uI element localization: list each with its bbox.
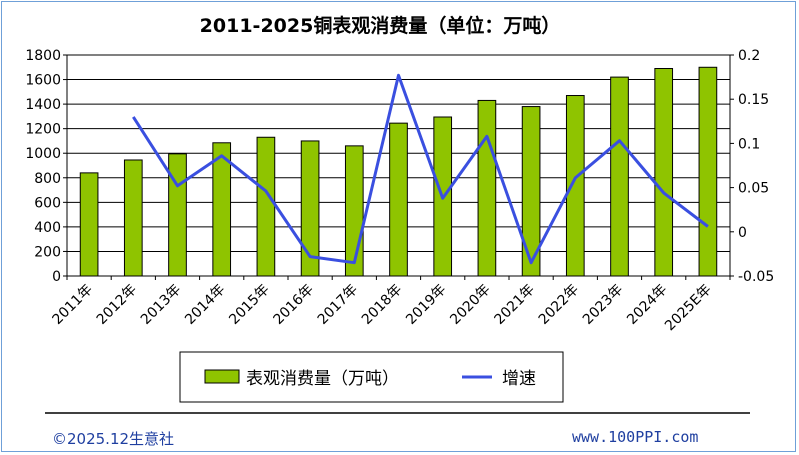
chart-legend: 表观消费量（万吨） 增速 bbox=[179, 351, 564, 403]
legend-bar-label: 表观消费量（万吨） bbox=[246, 369, 399, 389]
bar bbox=[168, 153, 187, 277]
legend-bar-swatch bbox=[204, 369, 240, 384]
right-tick-label: -0.05 bbox=[738, 269, 774, 285]
x-tick-label: 2019年 bbox=[403, 282, 449, 328]
left-tick-label: 400 bbox=[34, 220, 61, 236]
right-tick-label: 0.05 bbox=[738, 181, 769, 197]
growth-line bbox=[132, 73, 709, 265]
chart-title: 2011-2025铜表观消费量（单位：万吨） bbox=[200, 14, 561, 37]
x-tick-label: 2011年 bbox=[50, 282, 96, 328]
left-tick-label: 1600 bbox=[25, 73, 61, 89]
left-tick-label: 1800 bbox=[25, 48, 61, 64]
left-tick-label: 0 bbox=[52, 269, 61, 285]
x-tick-label: 2016年 bbox=[271, 282, 317, 328]
bar bbox=[477, 99, 497, 277]
x-tick-label: 2021年 bbox=[492, 282, 538, 328]
bar bbox=[565, 95, 585, 277]
right-tick-label: 0.1 bbox=[738, 136, 760, 152]
bar bbox=[79, 172, 99, 277]
left-tick-label: 1400 bbox=[25, 97, 61, 113]
right-tick-label: 0.15 bbox=[738, 92, 769, 108]
x-tick-label: 2014年 bbox=[182, 282, 228, 328]
legend-line-label: 增速 bbox=[502, 369, 536, 389]
bar bbox=[389, 122, 408, 277]
x-tick-label: 2012年 bbox=[94, 282, 140, 328]
footer-copyright: ©2025.12生意社 bbox=[52, 430, 175, 448]
x-tick-label: 2022年 bbox=[536, 282, 582, 328]
x-tick-label: 2018年 bbox=[359, 282, 405, 328]
bar bbox=[256, 136, 276, 277]
bar bbox=[610, 76, 629, 277]
right-tick-label: 0 bbox=[738, 225, 747, 241]
bar bbox=[698, 66, 718, 277]
x-tick-label: 2013年 bbox=[138, 282, 184, 328]
left-tick-label: 600 bbox=[34, 195, 61, 211]
bar bbox=[654, 68, 674, 277]
left-tick-label: 1200 bbox=[25, 122, 61, 138]
x-tick-label: 2025E年 bbox=[662, 282, 715, 335]
legend-box bbox=[179, 351, 564, 403]
x-tick-label: 2020年 bbox=[447, 282, 493, 328]
left-tick-label: 1000 bbox=[25, 146, 61, 162]
x-tick-label: 2017年 bbox=[315, 282, 361, 328]
left-tick-label: 800 bbox=[34, 171, 61, 187]
bar bbox=[212, 142, 232, 277]
footer-website: www.100PPI.com bbox=[572, 428, 699, 446]
left-tick-label: 200 bbox=[34, 244, 61, 260]
plot-area: 0 200 400 600 800 1000 1200 1400 1600 1800 -0.05 0 0… bbox=[25, 48, 774, 334]
x-tick-label: 2015年 bbox=[226, 282, 272, 328]
bar bbox=[123, 159, 143, 277]
right-tick-label: 0.2 bbox=[738, 48, 760, 64]
x-tick-label: 2023年 bbox=[580, 282, 626, 328]
